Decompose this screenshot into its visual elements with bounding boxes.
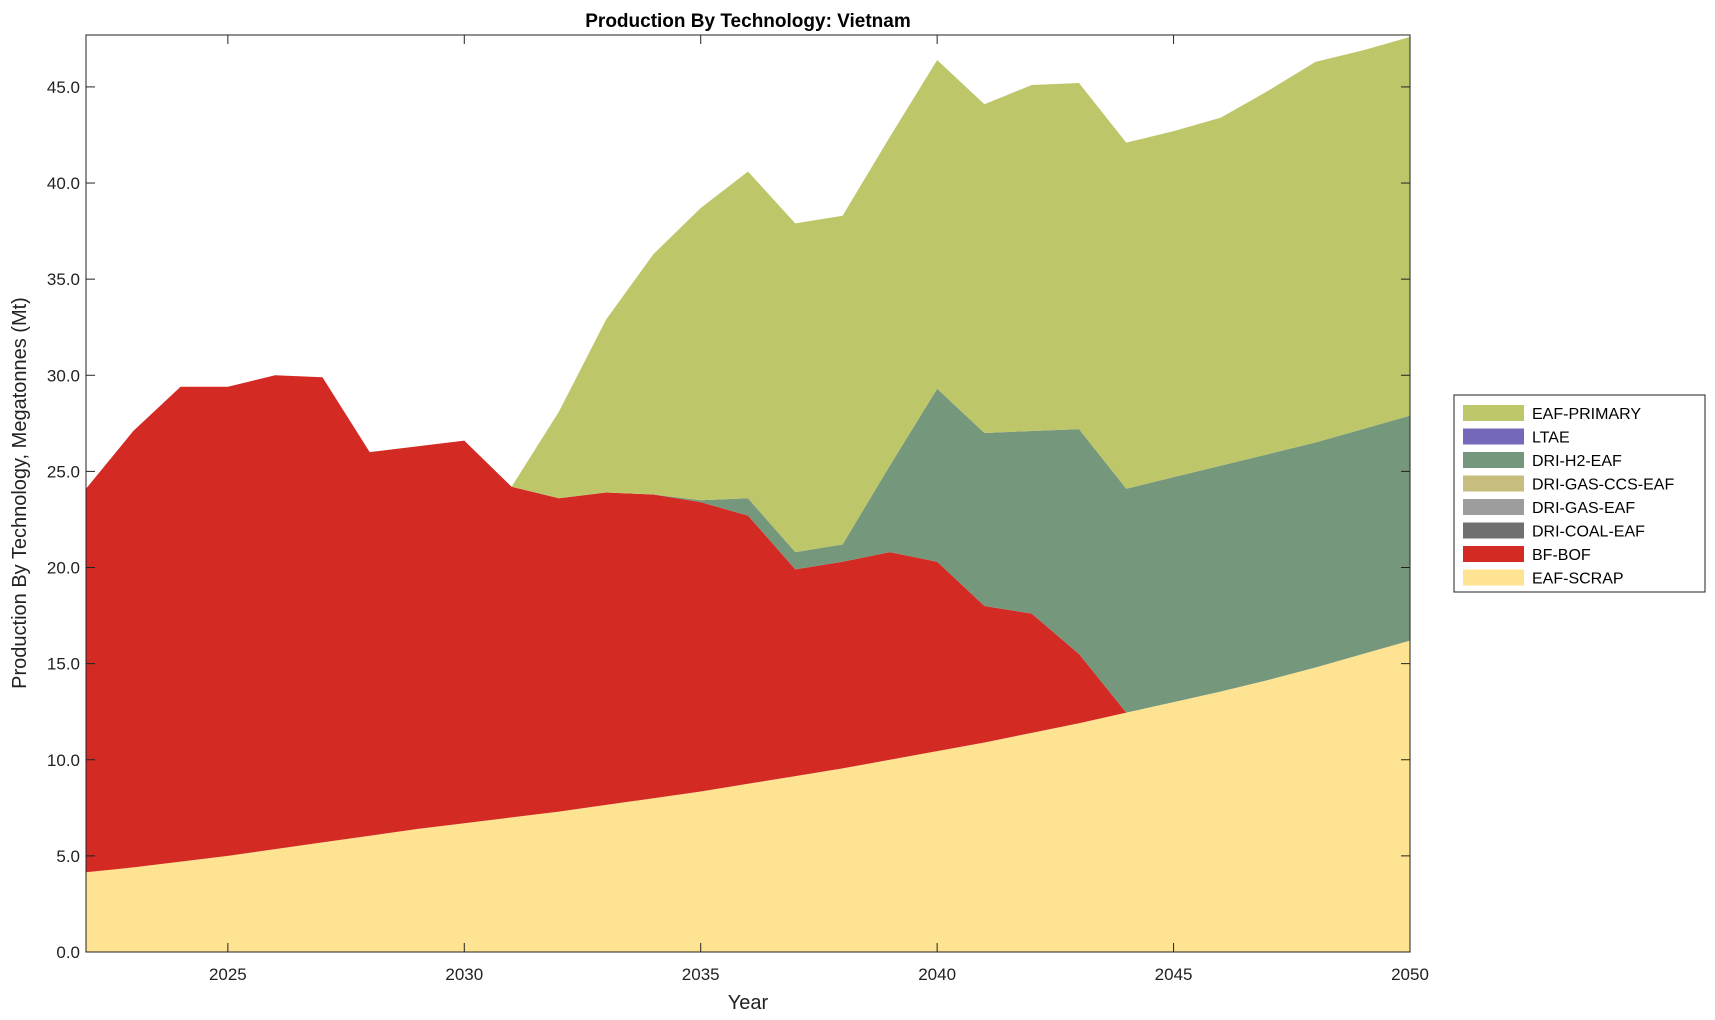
legend-item-bf-bof: BF-BOF xyxy=(1463,546,1591,564)
y-tick-label: 40.0 xyxy=(47,174,80,193)
y-tick-label: 10.0 xyxy=(47,751,80,770)
legend-item-dri-gas-eaf: DRI-GAS-EAF xyxy=(1463,499,1635,517)
x-tick-label: 2035 xyxy=(682,965,720,984)
area-dri-h2-eaf xyxy=(86,375,1410,713)
legend-swatch xyxy=(1463,475,1524,492)
y-tick-label: 0.0 xyxy=(56,943,80,962)
chart-title: Production By Technology: Vietnam xyxy=(585,11,911,32)
x-tick-label: 2025 xyxy=(209,965,247,984)
legend-swatch xyxy=(1463,546,1524,562)
legend-swatch xyxy=(1463,452,1524,468)
legend-item-eaf-primary: EAF-PRIMARY xyxy=(1463,405,1641,423)
legend-swatch xyxy=(1463,405,1524,421)
y-tick-label: 30.0 xyxy=(47,366,80,385)
area-bf-bof xyxy=(86,375,1410,873)
legend-label: DRI-GAS-CCS-EAF xyxy=(1532,477,1674,494)
axes: 2025 2030 2035 2040 2045 2050 0.0 5.0 10.0 15.0 20… xyxy=(47,35,1429,984)
y-tick-label: 5.0 xyxy=(56,847,80,866)
legend-label: DRI-GAS-EAF xyxy=(1532,500,1635,517)
y-axis-label: Production By Technology, Megatonnes (Mt… xyxy=(9,297,31,689)
legend-label: DRI-H2-EAF xyxy=(1532,453,1622,470)
plot-frame xyxy=(85,34,1411,953)
y-tick-label: 25.0 xyxy=(47,462,80,481)
legend-swatch xyxy=(1463,499,1524,515)
legend-label: EAF-SCRAP xyxy=(1532,571,1624,588)
area-eaf-scrap xyxy=(86,640,1410,952)
legend-item-ltae: LTAE xyxy=(1463,428,1570,447)
y-tick-label: 35.0 xyxy=(47,270,80,289)
legend-swatch xyxy=(1463,428,1524,445)
y-tick-label: 15.0 xyxy=(47,655,80,674)
legend-item-dri-h2-eaf: DRI-H2-EAF xyxy=(1463,452,1622,470)
x-tick-label: 2040 xyxy=(918,965,956,984)
legend-swatch xyxy=(1463,569,1524,586)
x-tick-label: 2050 xyxy=(1391,965,1429,984)
area-eaf-primary xyxy=(86,36,1410,553)
legend-label: DRI-COAL-EAF xyxy=(1532,524,1645,541)
legend-item-dri-coal-eaf: DRI-COAL-EAF xyxy=(1463,522,1645,541)
legend-label: BF-BOF xyxy=(1532,547,1591,564)
legend-label: EAF-PRIMARY xyxy=(1532,406,1641,423)
x-tick-label: 2030 xyxy=(445,965,483,984)
legend-item-dri-gas-ccs-eaf: DRI-GAS-CCS-EAF xyxy=(1463,475,1674,494)
y-tick-label: 45.0 xyxy=(47,78,80,97)
x-tick-label: 2045 xyxy=(1155,965,1193,984)
y-tick-label: 20.0 xyxy=(47,559,80,578)
legend-item-eaf-scrap: EAF-SCRAP xyxy=(1463,569,1624,588)
legend-label: LTAE xyxy=(1532,430,1570,447)
legend-swatch xyxy=(1463,522,1524,539)
legend: EAF-PRIMARY LTAE DRI-H2-EAF DRI-GAS-CCS-EAF… xyxy=(1453,394,1706,593)
plot-areas xyxy=(86,36,1410,952)
x-axis-label: Year xyxy=(728,992,769,1014)
